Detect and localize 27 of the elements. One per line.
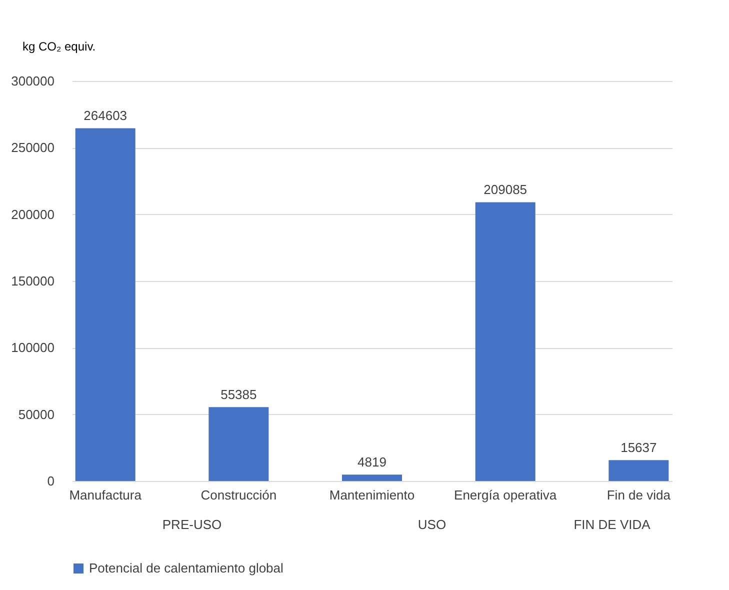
x-tick-label: Construcción	[200, 488, 277, 502]
x-tick-label: Energía operativa	[454, 488, 558, 502]
data-label: 15637	[620, 440, 657, 456]
data-label: 264603	[84, 108, 128, 124]
bar	[208, 407, 269, 481]
data-label: 209085	[484, 182, 528, 198]
y-tick-label: 300000	[11, 74, 54, 88]
y-tick-label: 150000	[11, 274, 54, 288]
bar	[342, 474, 402, 481]
y-tick-label: 50000	[18, 406, 54, 422]
text: PRE-USO	[162, 517, 222, 532]
bar	[475, 202, 536, 481]
text: USO	[418, 517, 446, 532]
bar	[608, 460, 669, 481]
y-tick-label: 200000	[11, 206, 54, 222]
legend-label: Potencial de calentamiento global	[89, 560, 284, 576]
x-tick-label: Mantenimiento	[329, 488, 415, 502]
y-axis-title: kg CO₂ equiv.	[22, 40, 96, 54]
y-tick-label: 250000	[11, 140, 54, 156]
data-label: 55385	[220, 387, 257, 402]
y-tick-label: 100000	[11, 340, 54, 356]
x-tick-label: Manufactura	[69, 488, 142, 502]
data-label: 4819	[358, 454, 386, 470]
bar	[75, 128, 136, 481]
y-tick-label: 0	[47, 474, 54, 488]
x-tick-label: Fin de vida	[606, 488, 672, 502]
text: FIN DE VIDA	[574, 517, 651, 532]
